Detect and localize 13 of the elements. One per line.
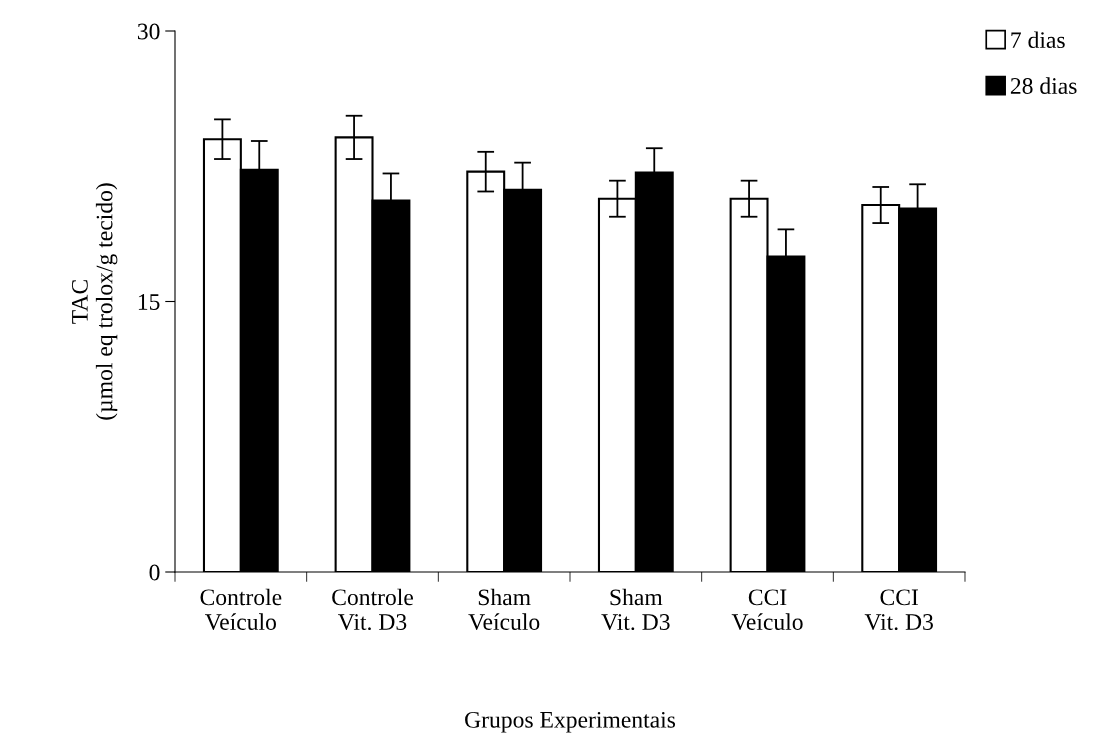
x-tick-label: Controle Veículo (200, 588, 282, 631)
legend-label: 7 dias (1011, 31, 1065, 49)
y-axis-title: TAC (µmol eq trolox/g tecido) (71, 183, 118, 420)
legend-label: 28 dias (1010, 77, 1077, 94)
x-tick-label: CCI Veículo (731, 589, 803, 631)
y-tick-label: 30 (137, 23, 160, 40)
x-axis-title: Grupos Experimentais (465, 711, 676, 733)
x-tick-label: Sham Vit. D3 (601, 588, 670, 631)
x-tick-label: Controle Vit. D3 (332, 588, 413, 631)
x-tick-label: Sham Veículo (468, 588, 540, 631)
y-tick-label: 0 (149, 564, 160, 581)
y-tick-label: 15 (138, 294, 160, 310)
x-tick-label: CCI Vit. D3 (864, 589, 933, 631)
